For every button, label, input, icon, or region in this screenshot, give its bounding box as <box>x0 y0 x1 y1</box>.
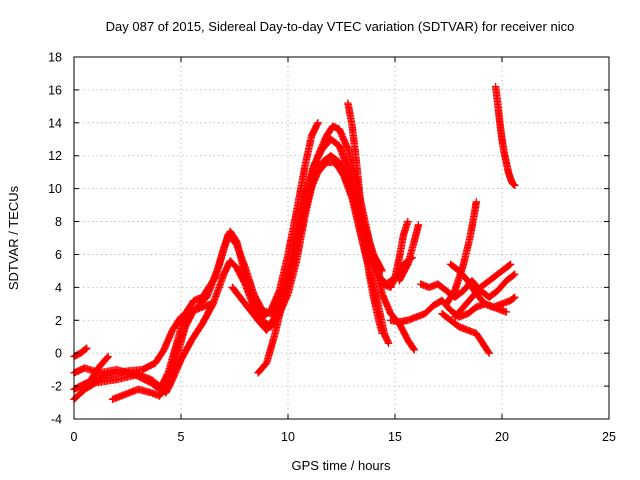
x-tick-label: 10 <box>281 430 295 444</box>
y-tick-label: 12 <box>48 149 62 163</box>
series-track-15 <box>438 309 494 358</box>
y-tick-label: 0 <box>55 347 62 361</box>
series-track-3 <box>70 118 322 394</box>
series-track-4 <box>108 299 215 404</box>
y-tick-label: 6 <box>55 248 62 262</box>
x-tick-label: 5 <box>178 430 185 444</box>
series-track-10 <box>378 217 412 292</box>
x-tick-label: 25 <box>602 430 616 444</box>
y-tick-label: 18 <box>48 51 62 65</box>
y-tick-label: 10 <box>48 182 62 196</box>
y-tick-label: 4 <box>55 281 62 295</box>
y-tick-label: 8 <box>55 215 62 229</box>
grid <box>74 57 609 419</box>
y-axis-label: SDTVAR / TECUs <box>6 185 21 290</box>
y-tick-label: 14 <box>48 116 62 130</box>
axis-ticks: 0 5 10 15 20 25 -4 -2 0 2 4 6 8 10 12 14 16 18 <box>48 51 616 445</box>
series-track-18 <box>491 82 519 190</box>
y-tick-label: 2 <box>55 314 62 328</box>
y-tick-label: 16 <box>48 83 62 97</box>
y-tick-label: -4 <box>51 413 62 427</box>
series-track-9 <box>344 99 387 338</box>
series-track-6 <box>87 352 113 384</box>
chart-title: Day 087 of 2015, Sidereal Day-to-day VTE… <box>106 19 575 34</box>
x-tick-label: 20 <box>495 430 509 444</box>
series-track-13 <box>416 270 519 302</box>
series-track-17 <box>451 260 515 321</box>
x-tick-label: 15 <box>388 430 402 444</box>
plot-frame <box>73 56 610 420</box>
series-track-11 <box>395 220 423 285</box>
x-axis-label: GPS time / hours <box>292 458 391 473</box>
y-tick-label: -2 <box>51 380 62 394</box>
series-track-16 <box>446 260 511 316</box>
plot-data <box>70 82 519 404</box>
x-tick-label: 0 <box>71 430 78 444</box>
